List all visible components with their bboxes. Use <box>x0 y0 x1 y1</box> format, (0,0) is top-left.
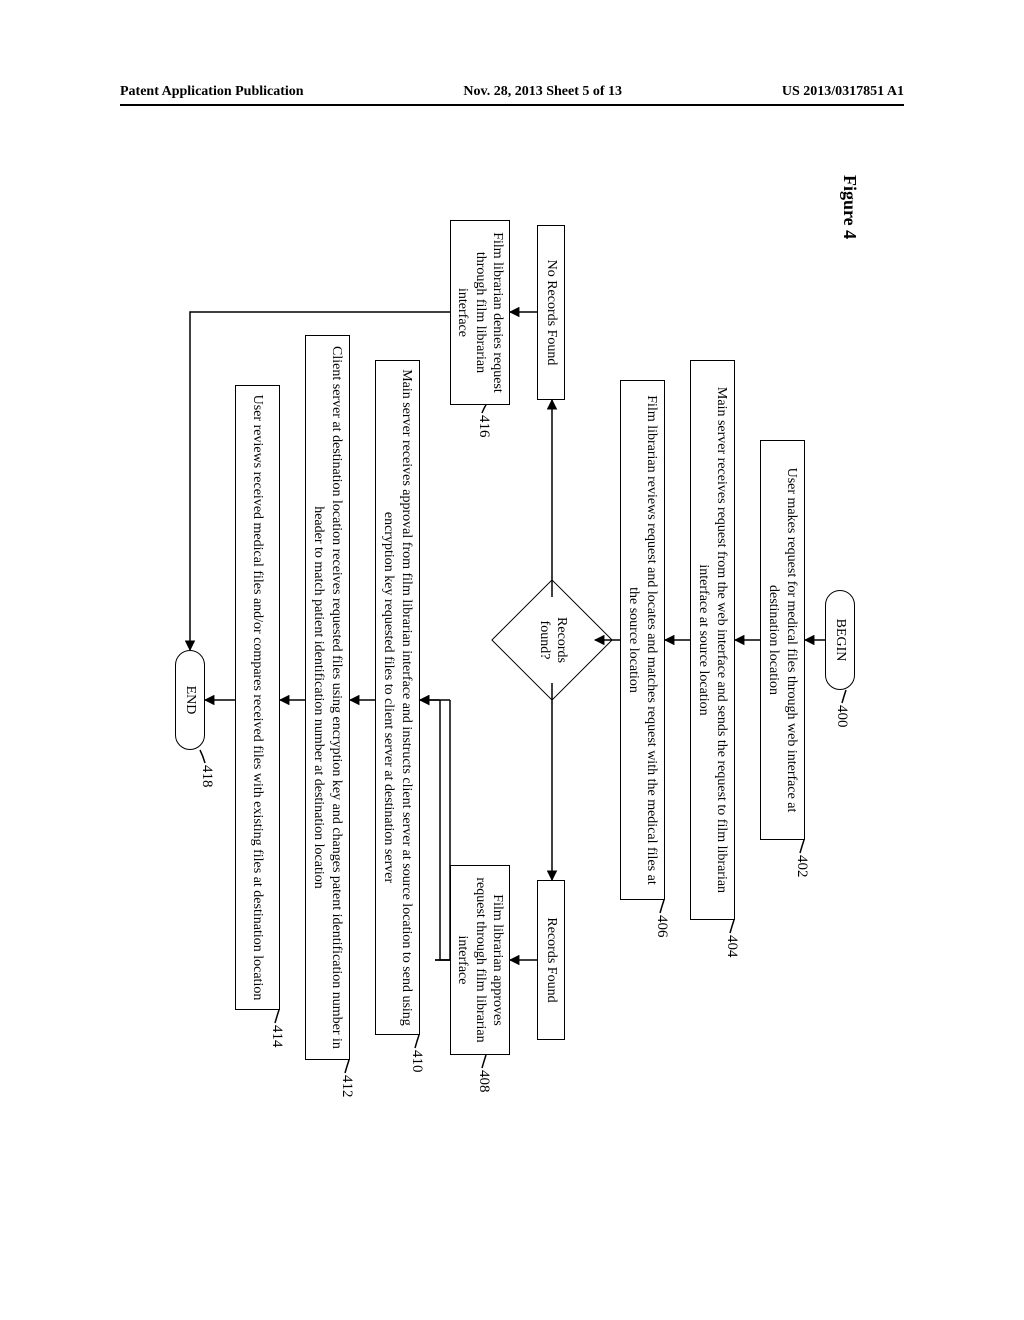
page: Patent Application Publication Nov. 28, … <box>0 0 1024 1320</box>
connectors <box>150 160 870 1190</box>
flowchart: Figure 4 BEGIN User makes request for me… <box>150 160 870 1190</box>
header-left: Patent Application Publication <box>120 84 304 100</box>
header-center: Nov. 28, 2013 Sheet 5 of 13 <box>463 84 622 100</box>
header-rule <box>120 104 904 106</box>
figure-container: Figure 4 BEGIN User makes request for me… <box>150 160 870 1190</box>
header-right: US 2013/0317851 A1 <box>782 84 904 100</box>
page-header: Patent Application Publication Nov. 28, … <box>120 84 904 100</box>
